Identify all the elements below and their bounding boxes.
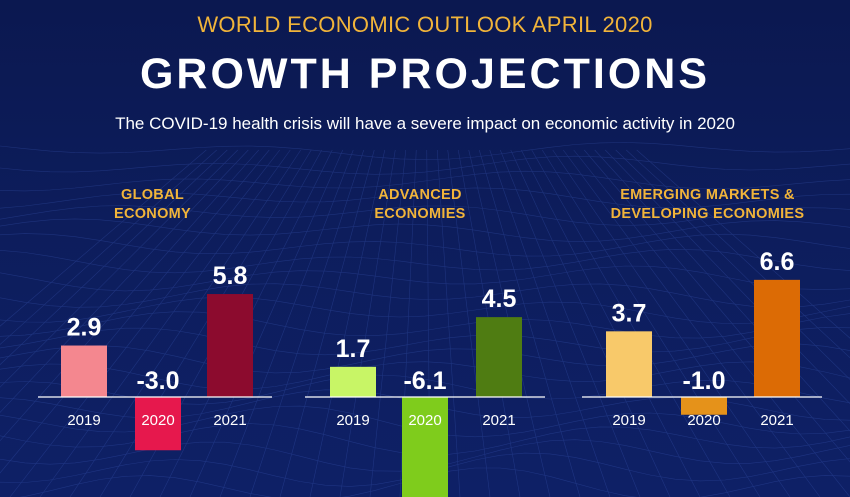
panel-title-emerging: EMERGING MARKETS & DEVELOPING ECONOMIES — [575, 186, 840, 224]
supertitle: WORLD ECONOMIC OUTLOOK APRIL 2020 — [197, 12, 653, 37]
bar-chart-1: 2.9 2019 -3.0 2020 5.8 2021 — [38, 262, 272, 451]
data-label: 4.5 — [482, 285, 517, 313]
data-label: -3.0 — [136, 367, 179, 395]
bar-2019 — [61, 345, 107, 397]
tick-label: 2020 — [687, 412, 720, 429]
page-title: GROWTH PROJECTIONS — [139, 50, 711, 98]
subtitle: The COVID-19 health crisis will have a s… — [115, 114, 735, 133]
bar-2021 — [754, 279, 800, 397]
data-label: -1.0 — [682, 367, 725, 395]
panel-title-global: GLOBAL ECONOMY — [60, 186, 245, 224]
tick-label: 2021 — [213, 412, 246, 429]
tick-label: 2021 — [760, 412, 793, 429]
panel-title-advanced: ADVANCED ECONOMIES — [320, 186, 520, 224]
tick-label: 2019 — [336, 412, 369, 429]
data-label: 3.7 — [612, 299, 647, 327]
data-label: 6.6 — [760, 248, 795, 276]
bar-2021 — [207, 294, 253, 397]
tick-label: 2021 — [482, 412, 515, 429]
bar-2020 — [681, 397, 727, 415]
data-label: -6.1 — [403, 367, 446, 395]
bar-chart-3: 3.7 2019 -1.0 2020 6.6 2021 — [582, 248, 822, 429]
bar-2019 — [606, 331, 652, 397]
tick-label: 2020 — [141, 412, 174, 429]
tick-label: 2019 — [612, 412, 645, 429]
panel-title-line: EMERGING MARKETS & — [620, 187, 795, 203]
bar-chart-2: 1.7 2019 -6.1 2020 4.5 2021 — [305, 285, 545, 497]
data-label: 5.8 — [213, 262, 248, 290]
data-label: 1.7 — [336, 335, 371, 363]
panel-title-line: ECONOMY — [113, 206, 192, 222]
bar-2020 — [402, 397, 448, 497]
panel-title-line: ADVANCED — [378, 187, 462, 203]
data-label: 2.9 — [67, 314, 102, 342]
panel-title-line: GLOBAL — [120, 187, 184, 203]
panel-title-line: ECONOMIES — [374, 206, 466, 222]
tick-label: 2019 — [67, 412, 100, 429]
panel-title-line: DEVELOPING ECONOMIES — [610, 206, 805, 222]
tick-label: 2020 — [408, 412, 441, 429]
bar-2020 — [135, 397, 181, 451]
bar-2021 — [476, 317, 522, 397]
bar-2019 — [330, 366, 376, 397]
